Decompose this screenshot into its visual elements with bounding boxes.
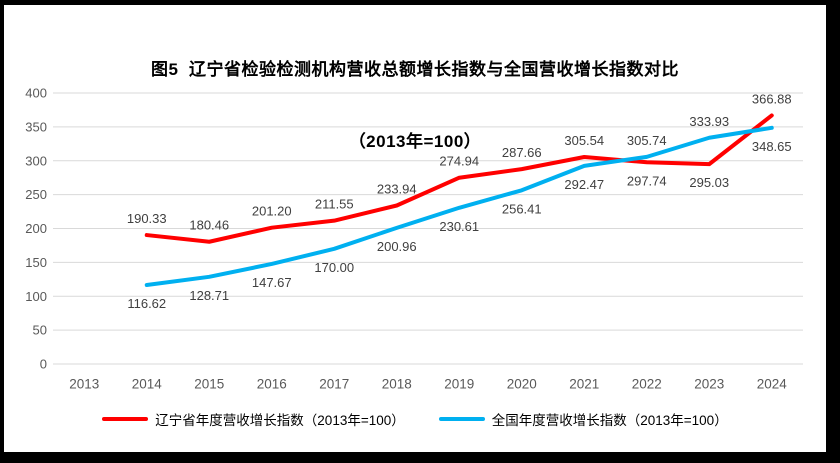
chart-title-line2: （2013年=100）: [348, 132, 482, 151]
y-axis-label: 400: [25, 86, 47, 101]
legend-label-national: 全国年度营收增长指数（2013年=100）: [491, 413, 728, 428]
data-label: 295.03: [689, 175, 729, 190]
y-axis-label: 100: [25, 289, 47, 304]
x-axis-label: 2014: [132, 377, 163, 392]
x-axis-label: 2023: [694, 377, 724, 392]
y-axis-label: 150: [25, 255, 47, 270]
x-axis-label: 2015: [194, 377, 224, 392]
legend-item-liaoning: 辽宁省年度营收增长指数（2013年=100）: [102, 409, 405, 429]
x-axis-label: 2016: [257, 377, 287, 392]
chart-legend: 辽宁省年度营收增长指数（2013年=100） 全国年度营收增长指数（2013年=…: [4, 409, 826, 429]
legend-label-liaoning: 辽宁省年度营收增长指数（2013年=100）: [155, 413, 405, 428]
data-label: 297.74: [627, 173, 667, 188]
y-axis-label: 300: [25, 153, 47, 168]
x-axis-label: 2021: [569, 377, 599, 392]
series-line-0: [144, 113, 774, 244]
data-label: 211.55: [315, 197, 354, 212]
chart-title-line1: 图5 辽宁省检验检测机构营收总额增长指数与全国营收增长指数对比: [151, 60, 679, 79]
data-label: 230.61: [439, 219, 479, 234]
data-label: 170.00: [314, 260, 354, 275]
data-label: 180.46: [189, 218, 229, 233]
y-axis-label: 50: [33, 323, 47, 338]
x-axis-label: 2019: [444, 377, 474, 392]
legend-line-swatch-blue: [438, 417, 485, 421]
x-axis-label: 2018: [382, 377, 412, 392]
x-axis-label: 2017: [319, 377, 349, 392]
data-label: 200.96: [377, 239, 417, 254]
data-label: 287.66: [502, 145, 542, 160]
x-axis-label: 2020: [507, 377, 537, 392]
x-axis-label: 2024: [757, 377, 788, 392]
data-label: 305.74: [627, 133, 667, 148]
x-axis-label: 2013: [69, 377, 99, 392]
data-label: 147.67: [252, 275, 292, 290]
y-axis-label: 250: [25, 187, 47, 202]
data-label: 116.62: [127, 296, 166, 311]
y-axis-label: 200: [25, 221, 47, 236]
y-axis-label: 0: [40, 357, 47, 372]
data-label: 128.71: [189, 288, 229, 303]
data-label: 333.93: [689, 114, 729, 129]
data-label: 348.65: [752, 139, 792, 154]
data-label: 233.94: [377, 182, 417, 197]
data-label: 201.20: [252, 204, 292, 219]
chart-title: 图5 辽宁省检验检测机构营收总额增长指数与全国营收增长指数对比 （2013年=1…: [4, 10, 826, 202]
x-axis-label: 2022: [632, 377, 662, 392]
data-label: 305.54: [564, 133, 604, 148]
data-label: 292.47: [564, 177, 604, 192]
data-label: 256.41: [502, 201, 542, 216]
legend-line-swatch-red: [102, 417, 149, 421]
data-label: 366.88: [752, 91, 792, 106]
line-chart-plot: 0 50 100 150 200 250 300 350 400 2013 2014 2015 2016…: [25, 86, 803, 392]
data-label: 274.94: [439, 154, 479, 169]
data-label: 190.33: [127, 211, 167, 226]
y-axis-label: 350: [25, 119, 47, 134]
legend-item-national: 全国年度营收增长指数（2013年=100）: [438, 409, 728, 429]
series-line-1: [144, 125, 774, 287]
